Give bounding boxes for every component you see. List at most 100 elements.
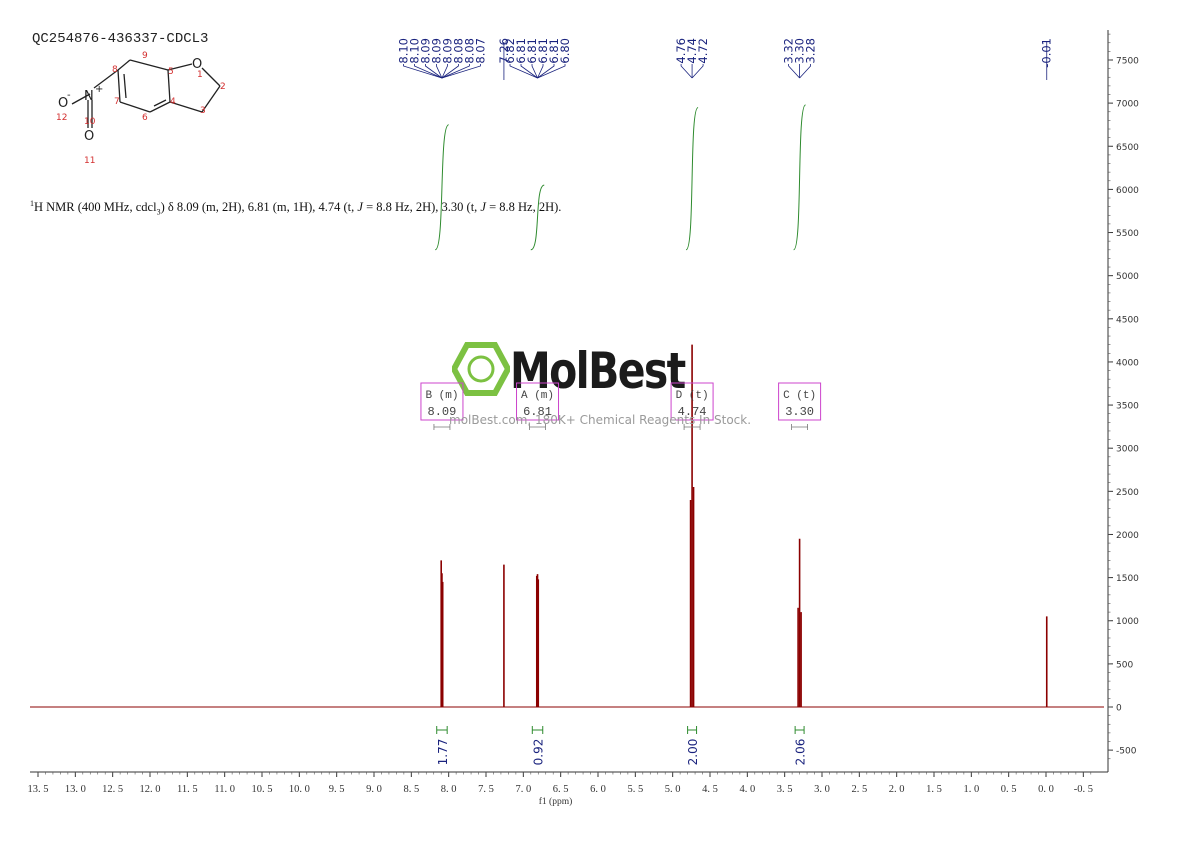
y-tick-label-16: -500 <box>1116 747 1137 757</box>
x-tick-label-5: 11. 0 <box>214 784 235 795</box>
x-tick-label-17: 5. 0 <box>665 784 681 795</box>
desc-part-2: ) δ 8.09 (m, 2H), 6.81 (m, 1H), 4.74 (t, <box>160 200 358 215</box>
x-tick-label-12: 7. 5 <box>478 784 494 795</box>
peak-shift-label-4-0: 3.32 <box>782 38 796 64</box>
multiplet-box-3 <box>778 382 822 421</box>
peak-shift-label-0-6: 8.08 <box>462 38 476 64</box>
x-tick-label-7: 10. 0 <box>289 784 310 795</box>
brand-logo-icon <box>452 342 510 396</box>
peak-leader-2-2 <box>531 64 538 79</box>
atom-number-8: 8 <box>112 65 118 75</box>
multiplet-shift-0: 8.09 <box>428 405 457 419</box>
x-tick-label-25: 1. 0 <box>963 784 979 795</box>
x-tick-label-16: 5. 5 <box>627 784 643 795</box>
peak-shift-label-0-4: 8.09 <box>440 38 454 64</box>
x-tick-label-0: 13. 5 <box>28 784 49 795</box>
atom-n-charge: + <box>95 84 103 95</box>
x-tick-label-10: 8. 5 <box>403 784 419 795</box>
peak-shift-label-4-2: 3.28 <box>804 38 818 64</box>
x-tick-label-9: 9. 0 <box>366 784 382 795</box>
atom-number-6: 6 <box>142 113 148 123</box>
x-tick-label-28: -0. 5 <box>1074 784 1093 795</box>
peak-shift-label-2-2: 6.81 <box>525 38 539 64</box>
peak-leader-0-4 <box>441 64 448 79</box>
peak-leader-4-2 <box>799 64 811 79</box>
peak-shift-label-0-1: 8.10 <box>407 38 421 64</box>
peak-leader-0-1 <box>414 64 443 79</box>
molecule-structure: O N + O - O 1 2 3 4 5 6 7 8 9 10 11 12 <box>56 51 226 166</box>
integral-curve-2 <box>685 106 699 251</box>
y-tick-label-10: 2500 <box>1116 488 1139 498</box>
atom-n: N <box>84 89 94 104</box>
atom-number-11: 11 <box>84 156 95 166</box>
peak-shift-label-2-3: 6.81 <box>536 38 550 64</box>
x-tick-label-23: 2. 0 <box>889 784 905 795</box>
x-tick-label-19: 4. 0 <box>739 784 755 795</box>
multiplet-label-1: A (m) <box>521 390 554 402</box>
multiplet-box-2 <box>670 382 714 421</box>
x-tick-label-4: 11. 5 <box>177 784 198 795</box>
desc-part-4: = 8.8 Hz, 2H). <box>485 200 562 215</box>
peak-shift-label-0-3: 8.09 <box>429 38 443 64</box>
x-tick-label-27: 0. 0 <box>1038 784 1054 795</box>
y-tick-label-6: 4500 <box>1116 315 1139 325</box>
peak-shift-label-2-5: 6.80 <box>558 38 572 64</box>
multiplet-shift-2: 4.74 <box>678 405 707 419</box>
y-tick-label-4: 5500 <box>1116 229 1139 239</box>
y-tick-label-14: 500 <box>1116 660 1133 670</box>
atom-number-3: 3 <box>200 106 206 116</box>
spectrum-title: QC254876-436337-CDCL3 <box>32 31 209 47</box>
y-tick-label-7: 4000 <box>1116 358 1139 368</box>
peak-shift-label-0-0: 8.10 <box>396 38 410 64</box>
integral-value-2: 2.00 <box>686 739 700 766</box>
atom-minus: - <box>67 90 71 101</box>
peak-shift-label-2-1: 6.81 <box>514 38 528 64</box>
y-tick-label-13: 1000 <box>1116 617 1139 627</box>
peak-shift-label-4-1: 3.30 <box>793 38 807 64</box>
nucleus-superscript: 1 <box>30 199 34 208</box>
integral-curve-0 <box>434 124 450 251</box>
peak-leader-0-6 <box>441 64 470 79</box>
atom-number-10: 10 <box>84 117 96 127</box>
x-tick-label-26: 0. 5 <box>1001 784 1017 795</box>
x-tick-label-11: 8. 0 <box>441 784 457 795</box>
atom-o-double: O <box>84 129 94 144</box>
y-tick-label-1: 7000 <box>1116 100 1139 110</box>
peak-shift-label-0-2: 8.09 <box>418 38 432 64</box>
peak-shift-label-3-0: 4.76 <box>674 38 688 64</box>
y-tick-label-0: 7500 <box>1116 57 1139 67</box>
multiplet-label-2: D (t) <box>676 390 709 402</box>
x-tick-label-15: 6. 0 <box>590 784 606 795</box>
atom-number-5: 5 <box>168 67 174 77</box>
peak-shift-label-2-4: 6.81 <box>547 38 561 64</box>
peak-leader-4-0 <box>788 64 800 79</box>
atom-o-minus: O <box>58 96 68 111</box>
peak-leader-0-5 <box>441 64 459 79</box>
atom-number-9: 9 <box>142 51 148 61</box>
watermark-tagline: molBest.com, 180K+ Chemical Reagents In … <box>449 413 752 427</box>
peak-leader-0-2 <box>425 64 443 79</box>
desc-part-3: = 8.8 Hz, 2H), 3.30 (t, <box>362 200 481 215</box>
y-tick-label-15: 0 <box>1116 704 1122 714</box>
peak-shift-label-0-7: 8.07 <box>473 38 487 64</box>
x-tick-label-2: 12. 5 <box>102 784 123 795</box>
desc-part-1: H NMR (400 MHz, cdcl <box>34 200 157 215</box>
multiplet-box-1 <box>516 382 560 421</box>
x-axis-label: f1 (ppm) <box>539 796 573 807</box>
desc-subscript: 3 <box>156 207 161 217</box>
atom-number-2: 2 <box>220 82 226 92</box>
multiplet-label-3: C (t) <box>783 390 816 402</box>
x-tick-label-3: 12. 0 <box>140 784 161 795</box>
atom-number-1: 1 <box>197 70 203 80</box>
x-tick-label-14: 6. 5 <box>553 784 569 795</box>
coupling-symbol-1: J <box>357 200 363 215</box>
peak-leader-3-2 <box>691 64 704 79</box>
peak-leader-2-0 <box>509 64 538 79</box>
integral-curve-3 <box>793 104 807 251</box>
peak-leader-2-3 <box>537 64 544 79</box>
x-tick-label-6: 10. 5 <box>252 784 273 795</box>
y-tick-label-12: 1500 <box>1116 574 1139 584</box>
atom-o1: O <box>192 57 202 72</box>
nmr-description: 1H NMR (400 MHz, cdcl3) δ 8.09 (m, 2H), … <box>30 199 561 217</box>
brand-name: MolBest <box>510 342 686 400</box>
